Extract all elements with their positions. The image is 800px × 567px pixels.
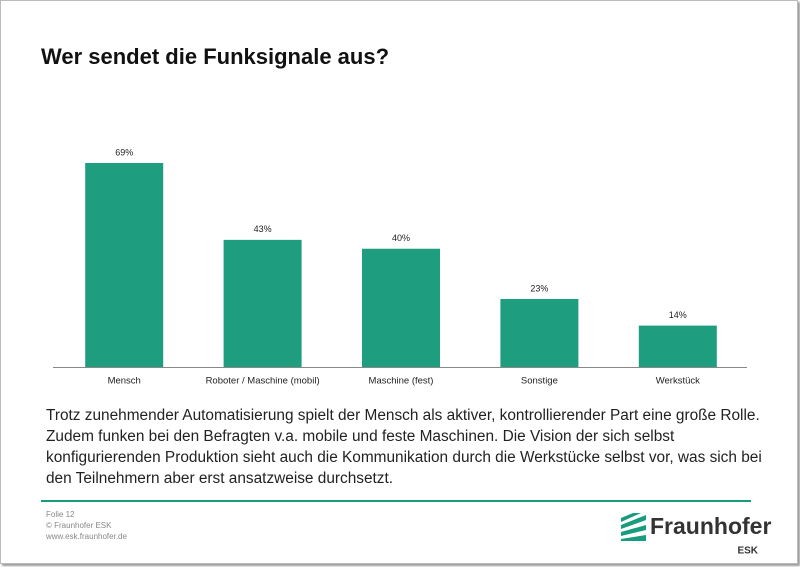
logo-name: Fraunhofer <box>650 513 771 539</box>
bar <box>362 248 440 367</box>
bar <box>223 239 302 367</box>
description: Trotz zunehmender Automatisierung spielt… <box>46 407 762 487</box>
logo-icon <box>621 513 646 541</box>
value-label: 43% <box>254 224 272 234</box>
x-tick-label: Maschine (fest) <box>369 376 434 387</box>
bar <box>500 299 579 367</box>
x-tick-label: Roboter / Maschine (mobil) <box>206 376 320 387</box>
value-label: 40% <box>392 233 410 243</box>
logo-unit: ESK <box>737 546 758 557</box>
x-tick-label: Mensch <box>108 376 141 387</box>
footer-text: Folie 12 <box>46 510 75 519</box>
bar <box>85 163 164 367</box>
x-tick-label: Sonstige <box>521 376 558 387</box>
footer-text: © Fraunhofer ESK <box>46 521 112 530</box>
x-tick-label: Werkstück <box>656 376 700 387</box>
value-label: 69% <box>115 147 133 157</box>
value-label: 23% <box>530 283 548 293</box>
value-label: 14% <box>669 310 687 320</box>
bar <box>638 325 717 367</box>
footer-text: www.esk.fraunhofer.de <box>45 532 127 541</box>
chart-title: Wer sendet die Funksignale aus? <box>41 44 389 69</box>
